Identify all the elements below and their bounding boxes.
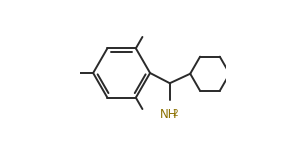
Text: NH: NH	[160, 108, 178, 121]
Text: 2: 2	[173, 110, 178, 119]
